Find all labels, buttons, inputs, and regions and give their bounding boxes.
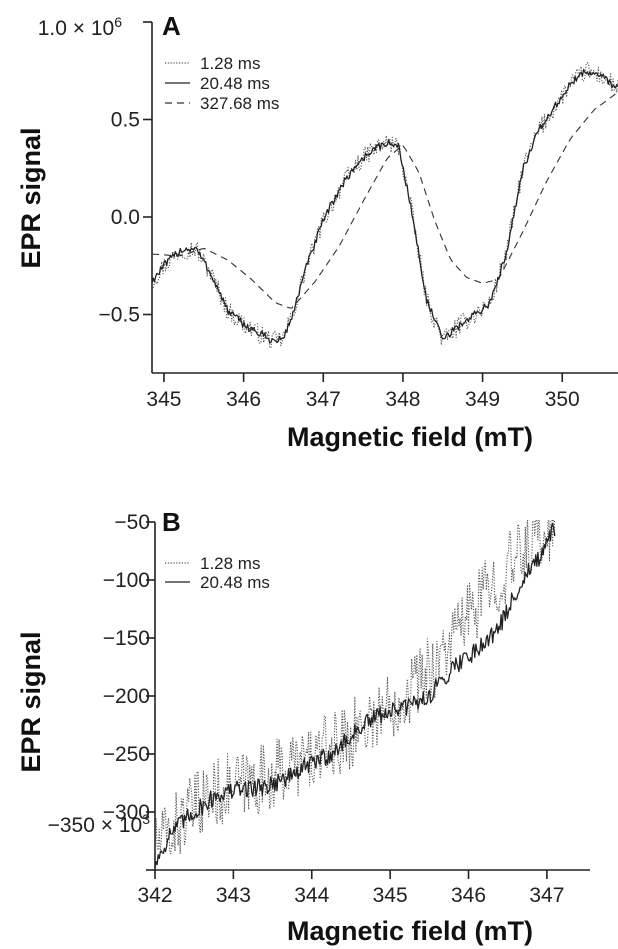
- panel-a-xlabel: Magnetic field (mT): [287, 422, 533, 452]
- legend-label: 1.28 ms: [200, 554, 260, 573]
- panel-b-yticks: −300 −250 −200 −150 −100 −50: [103, 511, 155, 824]
- series-line-solid: [155, 522, 556, 869]
- legend-label: 20.48 ms: [200, 573, 270, 592]
- panel-b-label: B: [162, 507, 181, 537]
- x-tick-label: 342: [137, 884, 172, 907]
- panel-b-xticks: 342 343 344 345 346 347: [137, 870, 564, 907]
- series-line-dotted: [155, 520, 556, 862]
- x-tick-label: 345: [373, 884, 408, 907]
- x-tick-label: 344: [294, 884, 329, 907]
- x-tick-label: 350: [545, 388, 580, 411]
- panel-a-ytop-label: 1.0 × 106: [38, 14, 122, 40]
- panel-a-yticks: −0.5 0.0 0.5: [99, 109, 152, 327]
- panel-b-ybottom-label: −350 × 103: [48, 811, 151, 837]
- x-tick-label: 347: [306, 388, 341, 411]
- panel-b: B −350 × 103 EPR signal Magnetic field (…: [16, 507, 590, 946]
- panel-a: A 1.0 × 106 EPR signal Magnetic field (m…: [16, 11, 618, 452]
- legend-label: 327.68 ms: [200, 94, 279, 113]
- x-tick-label: 346: [226, 388, 261, 411]
- series-line-solid: [152, 68, 618, 344]
- y-tick-label: −200: [103, 685, 150, 708]
- panel-b-xlabel: Magnetic field (mT): [287, 916, 533, 946]
- panel-a-axes: [143, 21, 618, 374]
- legend-label: 20.48 ms: [200, 74, 270, 93]
- y-tick-label: −0.5: [99, 304, 140, 327]
- y-tick-label: −250: [103, 743, 150, 766]
- panel-b-series: [155, 520, 556, 869]
- legend-label: 1.28 ms: [200, 54, 260, 73]
- panel-a-label: A: [162, 11, 181, 41]
- x-tick-label: 347: [529, 884, 564, 907]
- y-tick-label: −300: [103, 801, 150, 824]
- panel-a-xticks: 345 346 347 348 349 350: [146, 373, 580, 411]
- x-tick-label: 343: [216, 884, 251, 907]
- y-tick-label: −100: [103, 569, 150, 592]
- series-line-dashed: [152, 91, 618, 309]
- y-tick-label: 0.0: [111, 206, 140, 229]
- panel-b-ylabel: EPR signal: [16, 631, 46, 772]
- panel-b-axes: [146, 522, 590, 871]
- panel-a-ylabel: EPR signal: [16, 127, 46, 268]
- panel-a-series: [152, 61, 618, 349]
- x-tick-label: 346: [451, 884, 486, 907]
- y-tick-label: −50: [114, 511, 150, 534]
- y-tick-label: −150: [103, 627, 150, 650]
- x-tick-label: 348: [385, 388, 420, 411]
- x-tick-label: 349: [465, 388, 500, 411]
- y-tick-label: 0.5: [111, 109, 140, 132]
- x-tick-label: 345: [146, 388, 181, 411]
